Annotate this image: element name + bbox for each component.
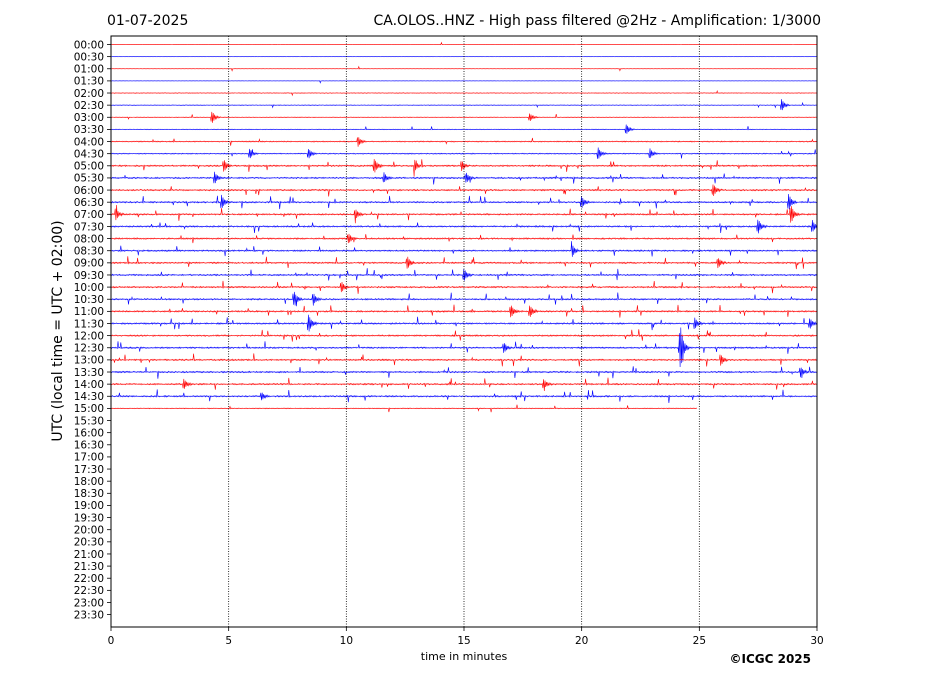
trace-07:00 — [111, 204, 817, 224]
trace-05:30 — [111, 171, 817, 185]
x-tick-label: 5 — [225, 635, 232, 647]
y-tick-label: 13:30 — [74, 367, 104, 379]
trace-11:00 — [111, 304, 817, 318]
y-tick-label: 09:30 — [74, 270, 104, 282]
copyright-label: ©ICGC 2025 — [729, 652, 811, 666]
y-tick-label: 02:00 — [74, 88, 104, 100]
trace-01:00 — [111, 65, 817, 72]
y-tick-label: 20:00 — [74, 525, 104, 537]
trace-05:00 — [111, 159, 817, 177]
y-tick-label: 09:00 — [74, 258, 104, 270]
y-tick-label: 06:30 — [74, 197, 104, 209]
y-tick-label: 23:30 — [74, 609, 104, 621]
trace-12:30 — [111, 327, 817, 367]
y-tick-label: 19:00 — [74, 500, 104, 512]
plot-area: 00:0000:3001:0001:3002:0002:3003:0003:30… — [74, 35, 824, 647]
y-tick-label: 06:00 — [74, 185, 104, 197]
y-tick-label: 17:30 — [74, 464, 104, 476]
trace-14:30 — [111, 389, 817, 404]
trace-13:30 — [111, 366, 817, 379]
y-tick-label: 00:00 — [74, 39, 104, 51]
chart-title: CA.OLOS..HNZ - High pass filtered @2Hz -… — [373, 13, 821, 29]
y-tick-label: 08:30 — [74, 246, 104, 258]
y-tick-label: 07:30 — [74, 221, 104, 233]
y-tick-label: 12:30 — [74, 343, 104, 355]
trace-04:00 — [111, 137, 817, 147]
trace-03:00 — [111, 111, 817, 123]
x-tick-label: 30 — [810, 635, 823, 647]
y-tick-label: 23:00 — [74, 597, 104, 609]
trace-11:30 — [111, 314, 817, 332]
y-tick-label: 13:00 — [74, 355, 104, 367]
trace-04:30 — [111, 147, 817, 159]
y-tick-label: 04:00 — [74, 136, 104, 148]
trace-15:00 — [111, 404, 698, 413]
trace-07:30 — [111, 219, 817, 234]
y-tick-label: 03:30 — [74, 124, 104, 136]
y-tick-label: 02:30 — [74, 100, 104, 112]
trace-00:00 — [111, 41, 817, 46]
y-tick-label: 22:00 — [74, 573, 104, 585]
trace-02:30 — [111, 99, 817, 111]
trace-09:00 — [111, 256, 817, 270]
y-tick-label: 01:00 — [74, 64, 104, 76]
x-tick-label: 20 — [575, 635, 588, 647]
y-tick-label: 07:00 — [74, 209, 104, 221]
y-tick-label: 22:30 — [74, 585, 104, 597]
x-tick-label: 15 — [457, 635, 470, 647]
y-tick-label: 19:30 — [74, 512, 104, 524]
y-axis-label: UTC (local time = UTC + 02:00) — [50, 220, 66, 441]
y-tick-label: 16:00 — [74, 427, 104, 439]
y-tick-label: 10:30 — [74, 294, 104, 306]
y-tick-label: 14:00 — [74, 379, 104, 391]
trace-09:30 — [111, 268, 817, 281]
y-tick-label: 18:00 — [74, 476, 104, 488]
trace-12:00 — [111, 329, 817, 342]
y-tick-label: 10:00 — [74, 282, 104, 294]
trace-06:30 — [111, 193, 817, 210]
y-tick-label: 16:30 — [74, 440, 104, 452]
trace-14:00 — [111, 377, 817, 392]
trace-08:30 — [111, 241, 817, 257]
y-tick-label: 20:30 — [74, 537, 104, 549]
y-tick-label: 08:00 — [74, 233, 104, 245]
trace-13:00 — [111, 353, 817, 367]
trace-08:00 — [111, 233, 817, 244]
y-axis-title: UTC (local time = UTC + 02:00) — [50, 220, 66, 441]
y-tick-label: 15:30 — [74, 415, 104, 427]
y-tick-label: 14:30 — [74, 391, 104, 403]
y-tick-label: 15:00 — [74, 403, 104, 415]
y-tick-label: 00:30 — [74, 51, 104, 63]
x-tick-label: 0 — [108, 635, 115, 647]
trace-06:00 — [111, 184, 817, 197]
trace-03:30 — [111, 124, 817, 134]
y-tick-label: 18:30 — [74, 488, 104, 500]
trace-01:30 — [111, 80, 817, 84]
y-tick-label: 11:00 — [74, 306, 104, 318]
trace-10:00 — [111, 280, 817, 294]
y-tick-label: 11:30 — [74, 318, 104, 330]
x-axis-title: time in minutes — [421, 650, 508, 663]
y-tick-label: 17:00 — [74, 452, 104, 464]
trace-02:00 — [111, 89, 817, 97]
x-tick-label: 10 — [340, 635, 353, 647]
y-tick-label: 03:00 — [74, 112, 104, 124]
y-tick-label: 01:30 — [74, 76, 104, 88]
x-tick-label: 25 — [693, 635, 706, 647]
traces — [111, 41, 817, 413]
y-tick-label: 21:30 — [74, 561, 104, 573]
trace-10:30 — [111, 291, 817, 307]
date-label: 01-07-2025 — [107, 13, 188, 29]
y-tick-label: 12:00 — [74, 330, 104, 342]
y-tick-label: 21:00 — [74, 549, 104, 561]
y-tick-label: 04:30 — [74, 148, 104, 160]
y-tick-label: 05:00 — [74, 161, 104, 173]
y-tick-label: 05:30 — [74, 173, 104, 185]
